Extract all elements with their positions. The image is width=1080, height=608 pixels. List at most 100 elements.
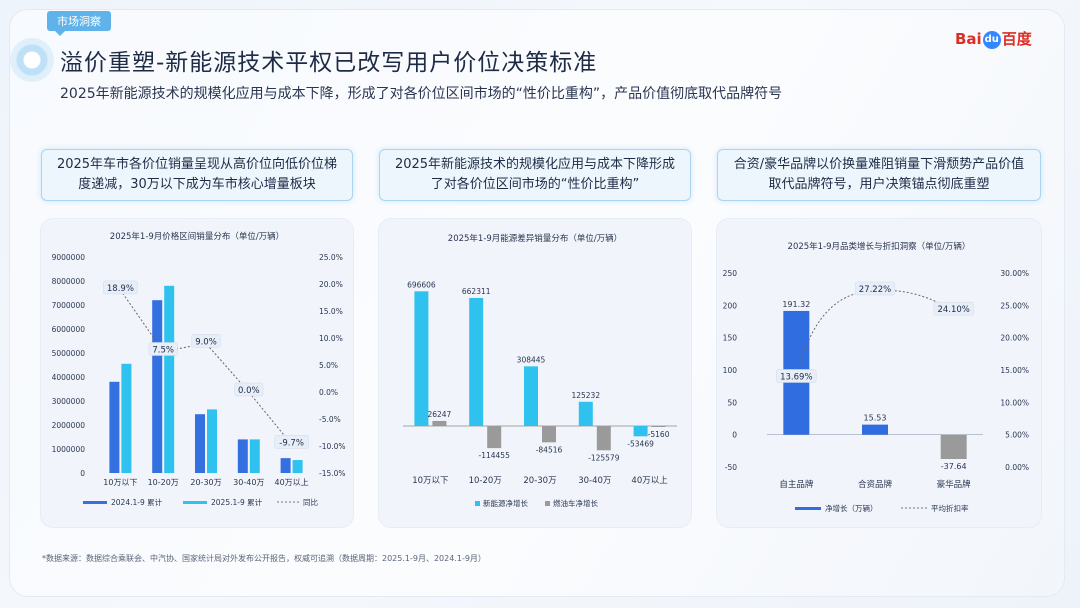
bar-0-4 <box>633 426 648 437</box>
y-tick-label: 250 <box>723 269 738 278</box>
callout-energy-trend: 2025年新能源技术的规模化应用与成本下降形成了对各价位区间市场的“性价比重构” <box>379 149 691 201</box>
paw-icon: du <box>982 30 1001 49</box>
legend-label: 同比 <box>303 497 318 507</box>
bar-0-1 <box>469 297 484 426</box>
y2-tick-label: 0.00% <box>1005 463 1029 472</box>
footnote: *数据来源：数据综合乘联会、中汽协、国家统计局对外发布公开报告，权威可追溯（数据… <box>42 554 486 563</box>
bar-1-0 <box>121 363 132 473</box>
data-label: -37.64 <box>941 462 967 471</box>
discount-label: 13.69% <box>780 372 812 382</box>
yoy-label-bg <box>191 334 221 348</box>
x-tick-label: 40万以上 <box>631 476 668 486</box>
y-tick-label: -50 <box>725 463 737 472</box>
data-label: -5160 <box>648 430 670 439</box>
price-range-chart: 2025年1-9月价格区间销量分布（单位/万辆） 9000000 8000000 70… <box>52 231 346 507</box>
data-label: 125232 <box>571 391 600 400</box>
y2-tick-label: 30.00% <box>1000 269 1029 278</box>
chart-panel-energy: 2025年1-9月能源差异销量分布（单位/万辆） 696606 26247 10万以下… <box>379 219 691 527</box>
data-label: 696606 <box>407 280 436 289</box>
y2-tick-label: 20.00% <box>1000 334 1029 343</box>
discount-label-bg <box>776 369 817 383</box>
chart-panel-brand: 2025年1-9月品类增长与折扣洞察（单位/万辆） 250 200 150 100 50 0… <box>717 219 1041 527</box>
yoy-label-bg <box>148 342 178 356</box>
y-tick-label: 100 <box>723 366 738 375</box>
y-tick-label: 0 <box>80 469 85 478</box>
yoy-label: 0.0% <box>238 386 260 396</box>
callout-price-trend: 2025年车市各价位销量呈现从高价位向低价位梯度递减，30万以下成为车市核心增量… <box>41 149 353 201</box>
bar-2 <box>940 434 967 460</box>
yoy-label-bg <box>274 435 309 449</box>
y-tick-label: 2000000 <box>52 421 86 430</box>
y-tick-label: 9000000 <box>52 253 86 262</box>
energy-diff-chart: 2025年1-9月能源差异销量分布（单位/万辆） 696606 26247 10万以下… <box>403 233 677 508</box>
legend-label: 平均折扣率 <box>931 503 969 513</box>
chart-title: 2025年1-9月品类增长与折扣洞察（单位/万辆） <box>788 241 971 252</box>
y2-tick-label: 5.0% <box>319 361 338 370</box>
y-tick-label: 5000000 <box>52 349 86 358</box>
legend-swatch <box>475 501 480 506</box>
yoy-label-bg <box>234 382 264 397</box>
y2-tick-label: -5.0% <box>319 415 341 424</box>
yoy-label: 9.0% <box>195 337 217 347</box>
y2-tick-label: 25.00% <box>1000 301 1029 310</box>
bar-0-1 <box>152 300 163 473</box>
chart-title: 2025年1-9月价格区间销量分布（单位/万辆） <box>110 231 284 242</box>
x-tick-label: 20-30万 <box>190 478 221 487</box>
x-tick-label: 10-20万 <box>148 478 179 487</box>
y2-tick-label: 20.0% <box>319 280 343 289</box>
yoy-label: 18.9% <box>107 284 134 294</box>
y2-tick-label: 5.00% <box>1005 431 1029 440</box>
yoy-label-bg <box>103 280 138 295</box>
y-tick-label: 150 <box>723 334 738 343</box>
chart-title: 2025年1-9月能源差异销量分布（单位/万辆） <box>448 233 622 244</box>
data-label: -53469 <box>627 439 654 448</box>
legend-label: 燃油车净增长 <box>553 498 598 508</box>
bar-1-2 <box>542 426 556 443</box>
brand-growth-chart: 2025年1-9月品类增长与折扣洞察（单位/万辆） 250 200 150 100 50 0… <box>723 241 1029 513</box>
bar-1-3 <box>596 426 611 451</box>
x-tick-label: 自主品牌 <box>779 479 814 490</box>
legend-swatch <box>795 507 821 510</box>
data-label: 26247 <box>427 410 451 419</box>
y2-tick-label: 0.0% <box>319 388 338 397</box>
data-label: 308445 <box>517 355 546 364</box>
data-label: 662311 <box>462 287 491 296</box>
y-tick-label: 3000000 <box>52 397 86 406</box>
bar-1-0 <box>432 420 447 426</box>
discount-label: 24.10% <box>937 305 969 315</box>
x-tick-label: 40万以上 <box>275 478 309 487</box>
y2-tick-label: 15.0% <box>319 307 343 316</box>
baidu-logo: Bai du 百度 <box>955 30 1032 49</box>
y-tick-label: 7000000 <box>52 301 86 310</box>
bar-0-0 <box>109 381 120 473</box>
legend-label: 净增长（万辆） <box>825 503 878 513</box>
y-tick-label: 0 <box>732 431 737 440</box>
section-tag: 市场洞察 <box>47 11 111 36</box>
y-tick-label: 1000000 <box>52 445 86 454</box>
legend-swatch <box>545 501 550 506</box>
x-tick-label: 10万以下 <box>103 478 137 487</box>
bar-1-2 <box>207 409 217 473</box>
y2-tick-label: 10.00% <box>1000 398 1029 407</box>
page-subtitle: 2025年新能源技术的规模化应用与成本下降，形成了对各价位区间市场的“性价比重构… <box>60 86 783 102</box>
chart-panel-price: 2025年1-9月价格区间销量分布（单位/万辆） 9000000 8000000 70… <box>41 219 353 527</box>
legend-label: 2024.1-9 累计 <box>111 497 163 507</box>
bar-0-2 <box>195 414 205 473</box>
decorative-ring <box>10 38 54 82</box>
y2-tick-label: -10.0% <box>319 442 346 451</box>
x-tick-label: 10-20万 <box>469 476 502 486</box>
legend-label: 新能源净增长 <box>483 498 528 508</box>
bar-1 <box>862 424 888 435</box>
bar-0-2 <box>524 366 538 426</box>
bar-0-0 <box>414 291 429 426</box>
y-tick-label: 4000000 <box>52 373 86 382</box>
y2-tick-label: 15.00% <box>1000 366 1029 375</box>
legend-swatch <box>183 501 207 504</box>
y-tick-label: 8000000 <box>52 277 86 286</box>
y2-tick-label: -15.0% <box>319 469 346 478</box>
bar-0-3 <box>237 439 248 473</box>
y2-tick-label: 10.0% <box>319 334 343 343</box>
bar-1-3 <box>249 439 260 473</box>
discount-label-bg <box>854 281 896 296</box>
discount-label-bg <box>933 301 974 316</box>
